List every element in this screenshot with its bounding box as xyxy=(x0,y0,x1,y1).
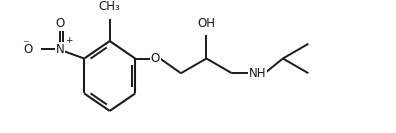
Text: O: O xyxy=(151,52,160,65)
Text: NH: NH xyxy=(249,67,266,80)
Text: +: + xyxy=(65,36,72,45)
Text: OH: OH xyxy=(197,17,215,30)
Text: O: O xyxy=(23,43,32,56)
Text: N: N xyxy=(56,43,65,56)
Text: CH₃: CH₃ xyxy=(99,0,121,13)
Text: O: O xyxy=(55,17,65,30)
Text: ⁻: ⁻ xyxy=(22,38,29,51)
